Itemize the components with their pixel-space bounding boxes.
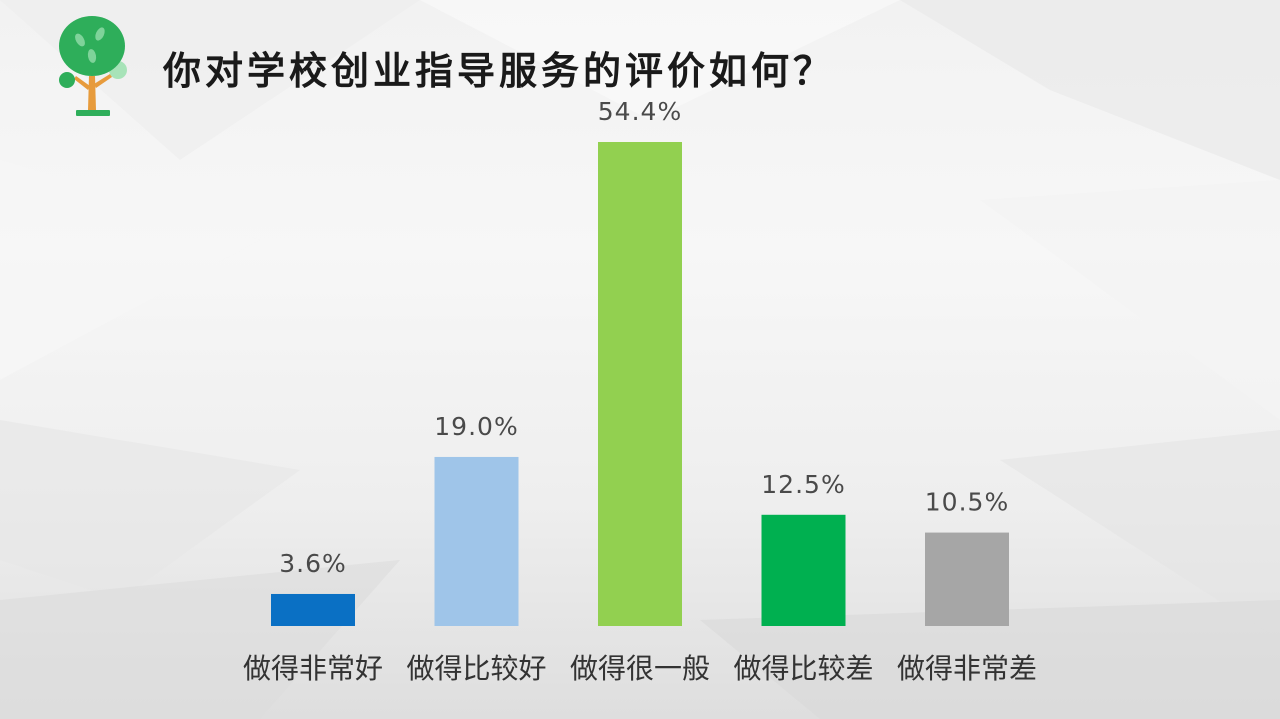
tree-icon [59, 16, 127, 116]
category-label-3: 做得很一般 [570, 652, 710, 685]
category-label-2: 做得比较好 [406, 652, 546, 685]
bar-2 [434, 456, 519, 626]
value-labels-group: 3.6% 19.0% 54.4% 12.5% 10.5% [279, 97, 1009, 578]
bar-4 [761, 514, 846, 626]
category-label-4: 做得比较差 [733, 652, 873, 685]
category-labels-group: 做得非常好 做得比较好 做得很一般 做得比较差 做得非常差 [243, 652, 1037, 685]
value-label-1: 3.6% [279, 549, 347, 578]
bar-1 [271, 593, 355, 626]
value-label-4: 12.5% [761, 470, 845, 499]
category-label-1: 做得非常好 [243, 652, 383, 685]
value-label-2: 19.0% [434, 412, 518, 441]
category-label-5: 做得非常差 [897, 652, 1037, 685]
bar-5 [925, 532, 1009, 626]
page-title: 你对学校创业指导服务的评价如何？ [163, 49, 836, 93]
value-label-5: 10.5% [925, 488, 1009, 517]
bar-3 [598, 142, 682, 626]
bars-group [271, 142, 1009, 626]
value-label-3: 54.4% [598, 97, 682, 126]
